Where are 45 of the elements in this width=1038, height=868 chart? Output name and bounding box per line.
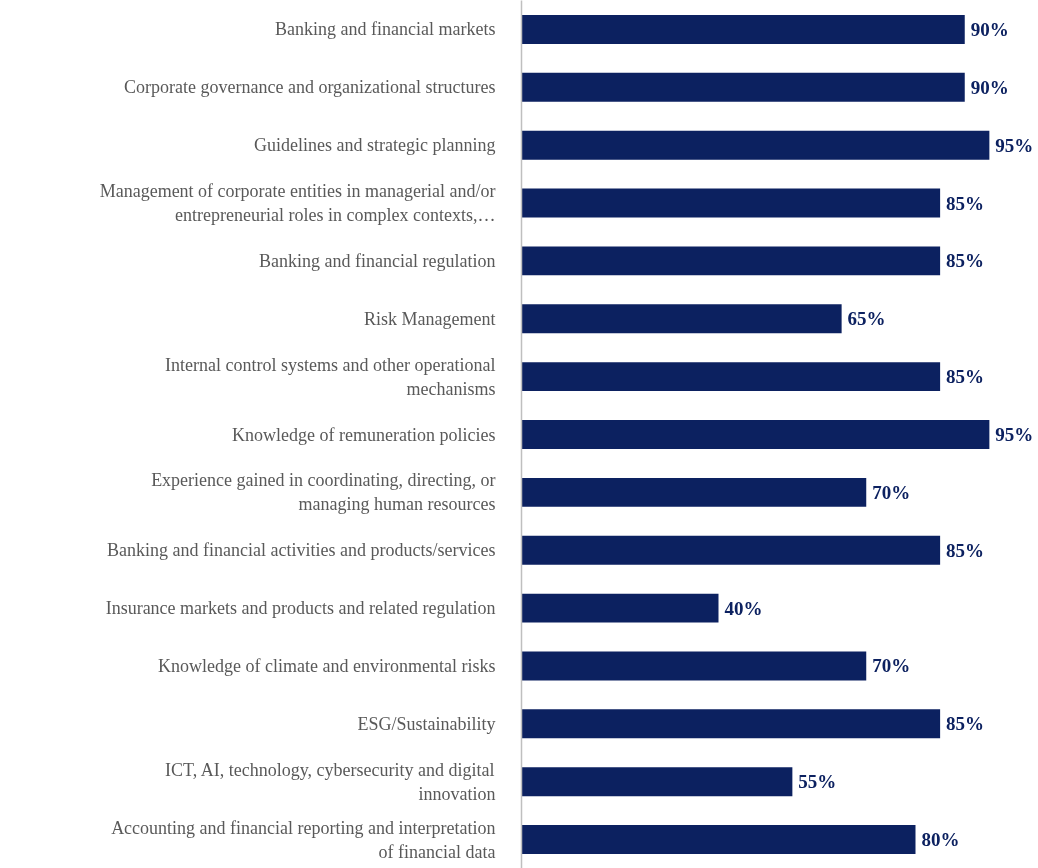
y-tick-label: Risk Management xyxy=(364,308,496,329)
y-tick-label: Accounting and financial reporting and interpretation of financial data xyxy=(111,817,496,862)
data-label: 90% xyxy=(970,76,1009,98)
y-tick-label: Insurance markets and products and related regulation xyxy=(105,598,496,619)
data-label: 90% xyxy=(970,18,1009,40)
y-tick-label: ESG/Sustainability xyxy=(357,713,496,734)
bar xyxy=(521,477,867,507)
data-label: 85% xyxy=(946,250,985,272)
data-label: 85% xyxy=(946,192,985,214)
y-tick-label: Management of corporate entities in managerial and/or entrepreneurial roles in complex contexts,… xyxy=(99,181,496,226)
y-tick-label: Knowledge of remuneration policies xyxy=(232,424,496,445)
y-tick-label: Experience gained in coordinating, directing, or managing human resources xyxy=(151,470,496,515)
bar xyxy=(521,593,719,623)
bar xyxy=(521,535,941,565)
data-label: 85% xyxy=(946,539,985,561)
data-label: 95% xyxy=(995,424,1034,445)
data-label: 85% xyxy=(946,713,985,735)
bar xyxy=(521,825,916,855)
bar xyxy=(521,14,965,44)
data-label: 85% xyxy=(946,366,985,388)
bar xyxy=(521,651,867,681)
bar xyxy=(521,420,990,449)
data-label: 65% xyxy=(847,308,886,330)
y-tick-label: Banking and financial markets xyxy=(275,19,496,40)
data-label: 70% xyxy=(872,481,911,503)
data-label: 40% xyxy=(724,597,763,619)
data-label: 95% xyxy=(995,134,1034,156)
bar xyxy=(521,130,990,160)
bar xyxy=(521,246,941,276)
y-tick-label: Banking and financial activities and products/services xyxy=(107,540,496,561)
data-label: 70% xyxy=(872,655,911,677)
bar xyxy=(521,767,793,797)
y-tick-label: ICT, AI, technology, cybersecurity and digital innovation xyxy=(165,759,496,804)
bar xyxy=(521,362,941,392)
y-tick-label: Knowledge of climate and environmental risks xyxy=(158,655,496,676)
bar xyxy=(521,304,842,334)
y-tick-label: Guidelines and strategic planning xyxy=(254,135,496,156)
bar xyxy=(521,709,941,739)
bar xyxy=(521,72,965,102)
bar xyxy=(521,188,941,218)
y-tick-label: Internal control systems and other operational mechanisms xyxy=(165,354,496,399)
data-label: 80% xyxy=(921,829,960,851)
data-label: 55% xyxy=(798,771,837,793)
y-tick-label: Corporate governance and organizational structures xyxy=(123,77,496,98)
y-tick-label: Banking and financial regulation xyxy=(259,250,496,271)
